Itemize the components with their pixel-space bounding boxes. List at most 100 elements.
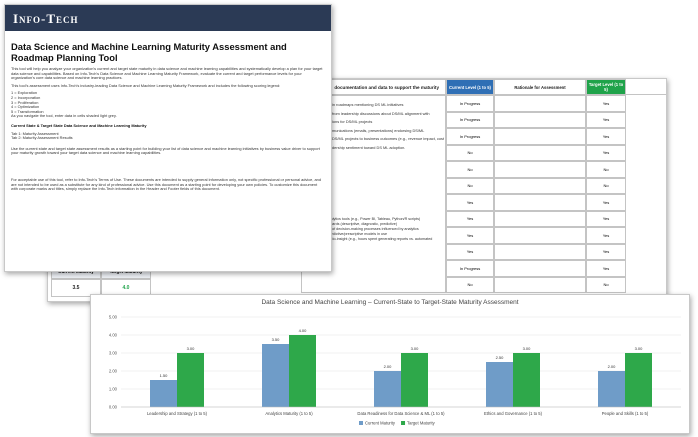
tab-item: Tab 1: Maturity Assessment: [11, 130, 59, 136]
evidence-line: - Inventory of analytics tools (e.g., Po…: [304, 217, 421, 221]
paragraph: 1 = Exploration: [11, 90, 38, 96]
column-header: Current Level (1 to 5): [446, 79, 494, 95]
evidence-line: DS/ML projects to business outcomes (e.g…: [332, 136, 444, 142]
current-level: Yes: [446, 227, 494, 244]
target-level: No: [586, 276, 626, 293]
current-level: In Progress: [446, 260, 494, 277]
bar: [625, 353, 652, 407]
value-label: 4.00: [299, 328, 308, 333]
target-level: No: [586, 161, 626, 178]
target-level: Yes: [586, 128, 626, 145]
target-level: Yes: [586, 194, 626, 211]
bar: [598, 371, 625, 407]
table-filler: [626, 79, 666, 95]
current-level: In Progress: [446, 128, 494, 145]
evidence-line: - Reports/dashboards (descriptive, diagn…: [304, 222, 398, 226]
target-level: No: [586, 177, 626, 194]
rationale-cell: [494, 111, 586, 128]
legend-label: Target Maturity: [407, 421, 436, 426]
x-tick-label: Analytics Maturity (1 to 5): [265, 411, 313, 416]
rationale-cell: [494, 210, 586, 227]
brand-header: Info-Tech: [5, 5, 331, 31]
rationale-cell: [494, 194, 586, 211]
y-tick-label: 0.00: [109, 405, 118, 410]
disclaimer: For acceptable use of this tool, refer t…: [11, 176, 321, 192]
column-header: Target Level (1 to 5): [586, 79, 626, 95]
document-body: This tool will help you analyze your org…: [5, 66, 331, 192]
value-label: 3.00: [411, 346, 420, 351]
current-level: No: [446, 144, 494, 161]
brand: Info-Tech: [13, 11, 79, 26]
rationale-cell: [494, 260, 586, 277]
usage-note: Use the current state and target state a…: [11, 145, 320, 156]
rationale-cell: [494, 161, 586, 178]
evidence-line: - Examples of predictive/prescriptive mo…: [304, 232, 388, 236]
bar: [374, 371, 401, 407]
bar: [289, 335, 316, 407]
x-tick-label: Ethics and Governance (1 to 5): [484, 411, 543, 416]
evidence-line: - Documentation of decision-making proce…: [304, 227, 419, 231]
current-level: No: [446, 177, 494, 194]
bar: [262, 344, 289, 407]
value-label: 3.00: [523, 346, 532, 351]
target-level: Yes: [586, 227, 626, 244]
value-label: 2.00: [608, 364, 617, 369]
column-header: documentation and data to support the ma…: [301, 79, 446, 95]
column-header: Rationale for Assessment: [494, 79, 586, 95]
paragraph: 2 = Incorporation: [11, 94, 41, 100]
rationale-cell: [494, 144, 586, 161]
target-level: Yes: [586, 260, 626, 277]
section-heading: Current State & Target State Data Scienc…: [11, 122, 147, 128]
evidence-line: dership sentiment toward DS ML adoption.: [332, 144, 406, 150]
paragraph: 3 = Proliferation: [11, 99, 39, 105]
x-tick-label: Data Readiness for Data Science & ML (1 …: [357, 411, 445, 416]
current-level: No: [446, 161, 494, 178]
bar: [513, 353, 540, 407]
current-level: Yes: [446, 194, 494, 211]
y-tick-label: 4.00: [109, 333, 118, 338]
target-level: Yes: [586, 243, 626, 260]
legend-swatch: [359, 421, 363, 425]
legend-label: Current Maturity: [365, 421, 396, 426]
chart-card: Data Science and Machine Learning – Curr…: [90, 294, 690, 434]
summary-value: 3.5: [51, 279, 101, 297]
bar: [401, 353, 428, 407]
tab-item: Tab 2: Maturity Assessment Results: [11, 135, 73, 141]
evidence-list: in roadmaps mentioning DS ML initiatives…: [332, 101, 444, 153]
evidence-line: ions for DS/ML projects: [332, 119, 373, 125]
target-level: Yes: [586, 144, 626, 161]
paragraph: This tool's assessment uses Info-Tech's …: [11, 82, 281, 88]
value-label: 1.50: [160, 373, 169, 378]
value-label: 2.00: [384, 364, 393, 369]
document-title: Data Science and Machine Learning Maturi…: [11, 41, 287, 63]
value-label: 3.00: [187, 346, 196, 351]
value-label: 2.50: [496, 355, 505, 360]
value-label: 3.00: [635, 346, 644, 351]
evidence-line: in roadmaps mentioning DS ML initiatives: [332, 102, 404, 107]
evidence-line: from leadership discussions about DS/ML …: [332, 110, 430, 116]
evidence-line: munications (emails, presentations) endo…: [332, 127, 425, 133]
y-tick-label: 1.00: [109, 387, 118, 392]
current-level: In Progress: [446, 111, 494, 128]
x-tick-label: Leadership and Strategy (1 to 5): [147, 411, 208, 416]
y-tick-label: 3.00: [109, 351, 118, 356]
chart: Data Science and Machine Learning – Curr…: [109, 299, 681, 426]
rationale-cell: [494, 276, 586, 293]
rationale-cell: [494, 243, 586, 260]
bar: [150, 380, 177, 407]
target-level: Yes: [586, 210, 626, 227]
y-tick-label: 2.00: [109, 369, 118, 374]
paragraph: 5 = Transformation: [11, 108, 44, 114]
target-level: Yes: [586, 111, 626, 128]
y-tick-label: 5.00: [109, 315, 118, 320]
bar: [177, 353, 204, 407]
value-label: 3.50: [272, 337, 281, 342]
rationale-cell: [494, 227, 586, 244]
paragraph: This tool will help you analyze your org…: [11, 66, 323, 81]
current-level: Yes: [446, 243, 494, 260]
bar: [486, 362, 513, 407]
paragraph: 4 = Optimization: [11, 104, 40, 110]
current-level: In Progress: [446, 95, 494, 112]
rationale-cell: [494, 128, 586, 145]
